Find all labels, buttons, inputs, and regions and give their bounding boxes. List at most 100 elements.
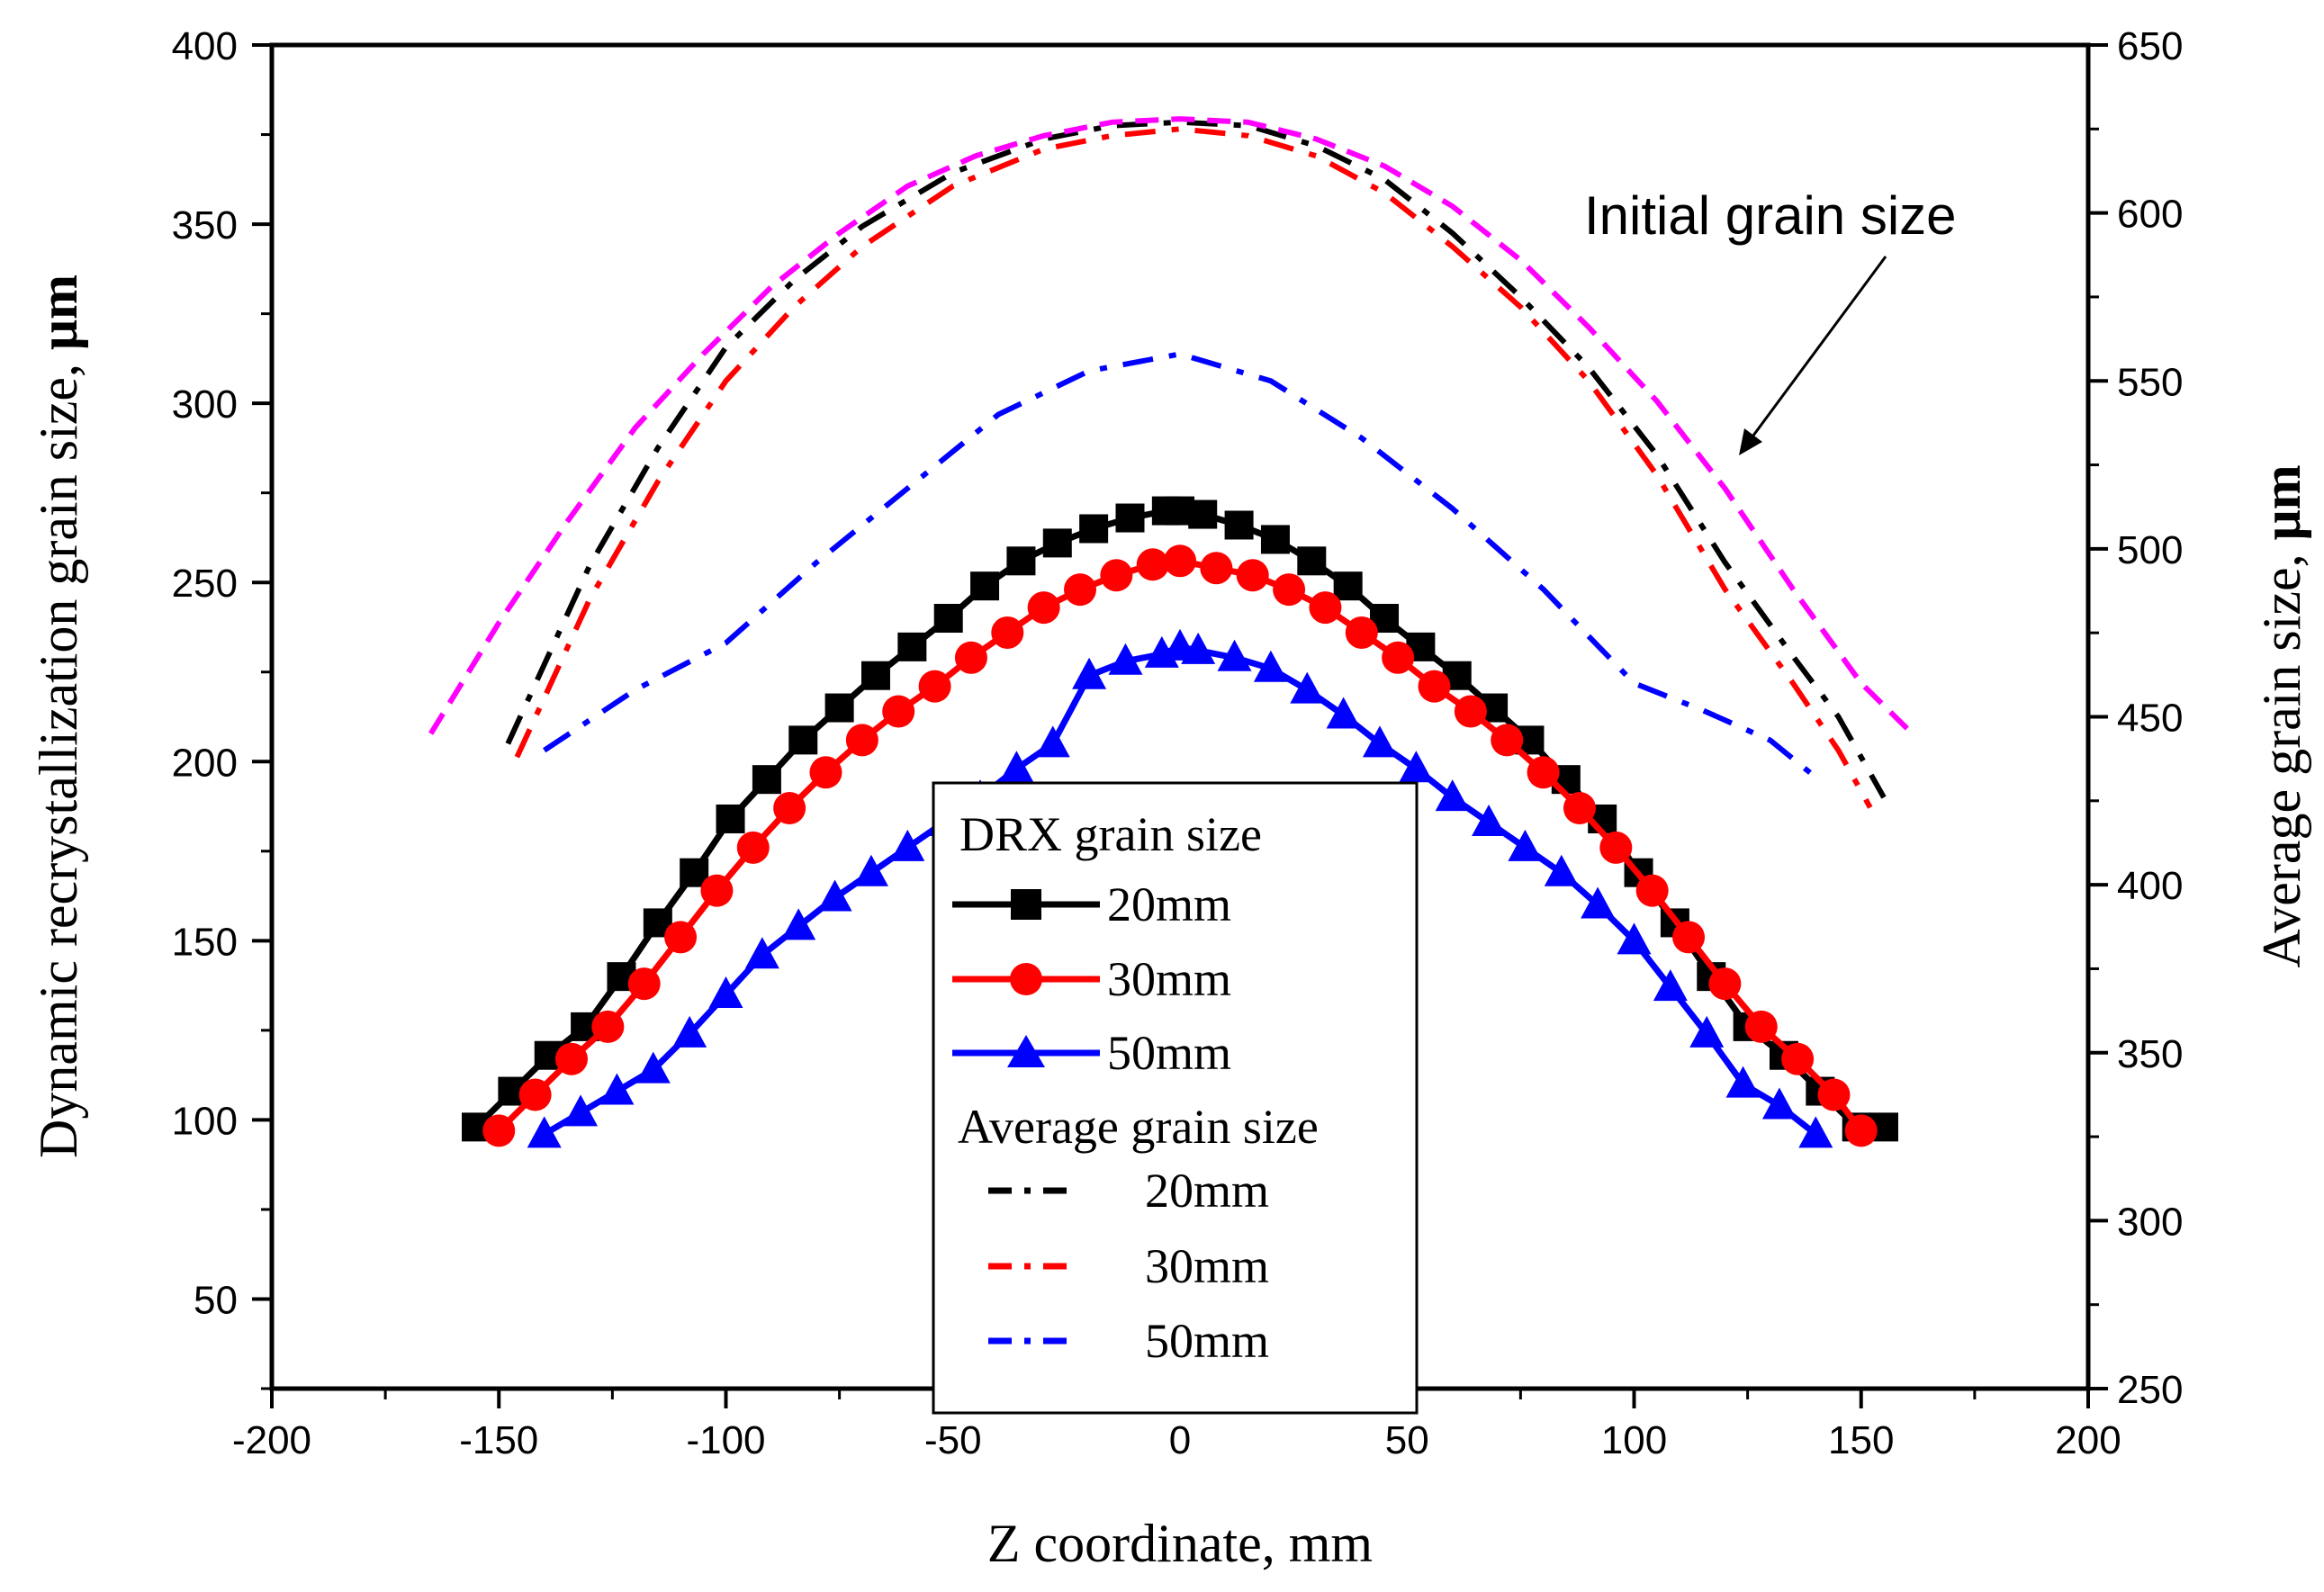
data-point-drx-50mm [1253,650,1288,682]
legend-title-average: Average grain size [958,1100,1319,1154]
data-point-drx-30mm [773,792,806,825]
data-point-drx-30mm [482,1114,516,1147]
data-point-drx-30mm [918,670,951,703]
data-point-drx-30mm [1672,921,1706,954]
data-point-drx-50mm [781,908,816,940]
annotation-label: Initial grain size [1584,185,1957,246]
data-point-drx-50mm [1617,922,1652,955]
y-right-tick-label: 550 [2117,360,2183,404]
y-right-tick-label: 600 [2117,193,2183,237]
data-point-drx-30mm [1454,695,1487,728]
data-point-drx-30mm [1744,1010,1778,1043]
y-right-axis-title: Average grain size, μm [2252,464,2311,967]
data-point-drx-50mm [1761,1087,1797,1120]
data-point-drx-30mm [1844,1114,1878,1147]
x-tick-label: 0 [1169,1418,1191,1462]
data-point-drx-30mm [664,921,698,954]
data-point-drx-30mm [1781,1042,1815,1075]
legend-marker-drx-50 [1007,1035,1045,1067]
data-point-drx-20mm [788,725,818,755]
data-point-drx-50mm [1653,969,1688,1002]
legend-marker-drx-30 [1010,963,1042,995]
data-point-drx-50mm [1725,1066,1761,1098]
data-point-drx-50mm [1362,725,1397,758]
data-point-drx-50mm [635,1051,671,1084]
ticks-layer: -200 -150 -100 -50 0 50 100 150 200 50 100 150 200 25… [172,24,2184,1462]
data-point-drx-20mm [824,693,854,723]
data-point-drx-50mm [1508,829,1543,861]
y-right-tick-label: 500 [2117,528,2183,572]
annotation-arrow-line [1746,256,1887,444]
data-point-drx-20mm [1115,503,1145,533]
data-point-drx-20mm [716,804,745,833]
x-tick-label: 200 [2055,1418,2121,1462]
data-point-drx-20mm [1333,571,1363,601]
data-point-drx-30mm [1064,573,1097,607]
data-point-drx-50mm [1035,725,1070,758]
data-point-drx-20mm [1297,546,1327,576]
data-point-drx-50mm [1181,632,1216,664]
y-left-tick-label: 150 [172,920,238,964]
data-point-drx-20mm [1224,510,1254,540]
data-point-drx-50mm [527,1116,562,1148]
data-point-drx-30mm [627,967,661,1001]
x-tick-label: 100 [1601,1418,1667,1462]
x-tick-label: 150 [1828,1418,1894,1462]
y-left-axis-title: Dynamic recrystallization grain size, μm [29,274,88,1158]
y-right-tick-label: 400 [2117,864,2183,908]
legend-box [932,781,1419,1415]
data-point-drx-30mm [1491,724,1524,757]
data-point-drx-20mm [752,765,781,795]
y-left-title-text: Dynamic recrystallization grain size, [29,350,88,1158]
data-point-drx-50mm [817,879,852,912]
data-point-drx-30mm [591,1010,625,1043]
data-point-drx-30mm [1563,792,1596,825]
data-point-drx-50mm [1435,779,1470,812]
y-right-tick-label: 650 [2117,24,2183,68]
data-point-drx-50mm [1108,643,1143,675]
data-point-drx-50mm [1472,804,1507,836]
y-left-tick-label: 400 [172,24,238,68]
data-point-drx-50mm [1072,657,1107,689]
data-point-drx-30mm [1309,591,1342,625]
legend-marker-drx-20 [1011,889,1041,920]
data-point-drx-30mm [991,616,1024,649]
data-point-drx-30mm [700,874,734,907]
data-point-drx-50mm [1290,671,1325,704]
legend-label-drx-20: 20mm [1107,877,1231,931]
data-point-drx-30mm [1100,559,1133,592]
y-left-tick-label: 250 [172,562,238,606]
legend-label-avg-20: 20mm [1145,1164,1269,1218]
data-point-drx-30mm [1817,1078,1851,1111]
data-point-drx-30mm [1599,831,1633,864]
data-point-drx-50mm [672,1015,707,1048]
data-point-drx-30mm [1236,559,1269,592]
y-right-tick-label: 450 [2117,697,2183,741]
x-axis-title: Z coordinate, mm [987,1514,1373,1573]
data-point-drx-50mm [1326,697,1361,729]
data-point-drx-30mm [954,641,987,674]
data-point-drx-30mm [809,756,842,789]
data-point-drx-20mm [1260,525,1290,554]
y-right-tick-label: 250 [2117,1368,2183,1412]
y-left-tick-label: 100 [172,1099,238,1143]
legend-label-avg-50: 50mm [1145,1314,1269,1368]
y-left-tick-label: 50 [194,1278,238,1322]
data-point-drx-50mm [1798,1116,1833,1148]
data-point-drx-50mm [999,751,1034,783]
data-point-drx-30mm [882,695,915,728]
series-line-average-30mm [514,126,1873,809]
data-point-drx-50mm [890,829,925,861]
data-point-drx-30mm [1527,756,1560,789]
data-point-drx-50mm [599,1073,635,1105]
data-point-drx-50mm [1544,854,1579,886]
series-line-initial-grain-size [428,116,1918,740]
data-point-drx-50mm [1399,751,1434,783]
y-right-tick-label: 350 [2117,1032,2183,1076]
y-right-title-unit: μm [2252,464,2311,540]
data-point-drx-20mm [1042,528,1072,558]
data-point-drx-30mm [518,1078,552,1111]
data-point-drx-20mm [1188,499,1218,529]
data-point-drx-50mm [853,854,888,886]
